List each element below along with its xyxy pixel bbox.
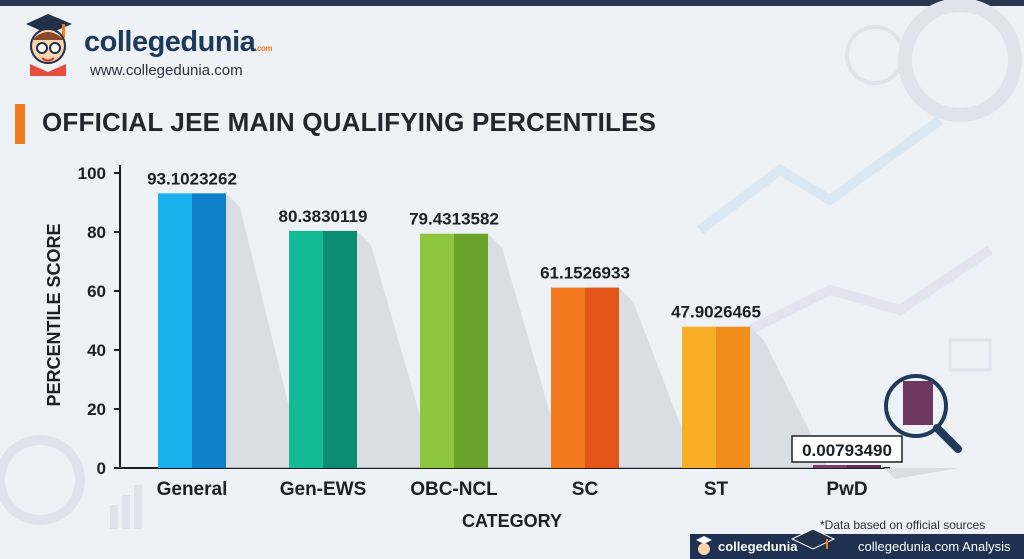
y-tick-label: 60: [87, 282, 106, 301]
magnifier-icon: [884, 374, 962, 453]
trend-arrow-decor-2: [747, 245, 993, 335]
footer-logo-icon: [696, 536, 712, 555]
y-tick-label: 20: [87, 400, 106, 419]
bar-shade-obc-ncl: [454, 233, 488, 468]
bar-shade-sc: [585, 287, 619, 468]
y-tick-label: 40: [87, 341, 106, 360]
x-axis-label: CATEGORY: [462, 511, 562, 531]
magnified-bar: [903, 381, 933, 425]
bar-shade-pwd: [847, 465, 881, 468]
chart-bars: 93.1023262 General 80.3830119 Gen-EWS 79.431…: [147, 169, 962, 500]
bar-st: [682, 326, 716, 468]
x-tick-label: SC: [572, 479, 599, 500]
bar-pwd: [813, 465, 847, 468]
data-label: 93.1023262: [147, 169, 237, 188]
chart-title: OFFICIAL JEE MAIN QUALIFYING PERCENTILES: [42, 107, 657, 137]
y-axis-label: PERCENTILE SCORE: [44, 223, 64, 406]
data-label: 61.1526933: [540, 264, 630, 283]
magnifier-icon-decor: [845, 25, 905, 85]
graduation-cap-icon: [790, 528, 836, 550]
brand-header: collegedunia.com www.collegedunia.com: [18, 10, 318, 90]
footer-brand: collegedunia: [718, 539, 798, 554]
data-label: 0.00793490: [802, 441, 892, 460]
title-accent-bar: [15, 104, 25, 144]
data-label: 80.3830119: [279, 207, 368, 226]
x-tick-label: PwD: [826, 479, 867, 500]
bar-gen-ews: [289, 230, 323, 468]
bar-shadow: [488, 233, 566, 468]
magnifier-handle: [933, 424, 962, 453]
x-tick-label: General: [157, 479, 228, 500]
value-label-box: [791, 435, 903, 463]
footer-bar: [690, 534, 1024, 559]
bar-obc-ncl: [420, 233, 454, 468]
y-tick-label: 0: [97, 459, 106, 478]
bar-shade-gen-ews: [323, 230, 357, 468]
data-label: 47.9026465: [671, 303, 761, 322]
bar-sc: [551, 287, 585, 468]
brand-name-suffix: .com: [255, 44, 272, 53]
data-label: 79.4313582: [409, 210, 499, 229]
bar-shadow: [357, 230, 435, 468]
trend-arrow-decor: [697, 115, 943, 234]
x-tick-label: ST: [704, 479, 729, 500]
bar-shadow: [619, 287, 697, 468]
bar-shadow: [881, 465, 959, 479]
bar-shadow: [226, 193, 304, 468]
footer-note: *Data based on official sources: [820, 518, 986, 532]
brand-url[interactable]: www.collegedunia.com: [90, 62, 243, 79]
top-bar: [0, 0, 1024, 6]
brand-name: collegedunia: [84, 26, 256, 58]
footer-analysis: collegedunia.com Analysis: [858, 539, 1011, 554]
bar-shade-general: [192, 193, 226, 468]
gear-icon-decor: [898, 0, 1022, 122]
x-tick-label: OBC-NCL: [410, 479, 498, 500]
bar-shadow: [750, 326, 828, 468]
y-tick-label: 100: [78, 164, 106, 183]
collegedunia-logo-icon: [26, 14, 72, 76]
bar-shade-st: [716, 326, 750, 468]
gear-icon-decor-2: [0, 435, 85, 525]
y-tick-label: 80: [87, 223, 106, 242]
x-tick-label: Gen-EWS: [280, 479, 367, 500]
bar-general: [158, 193, 192, 468]
